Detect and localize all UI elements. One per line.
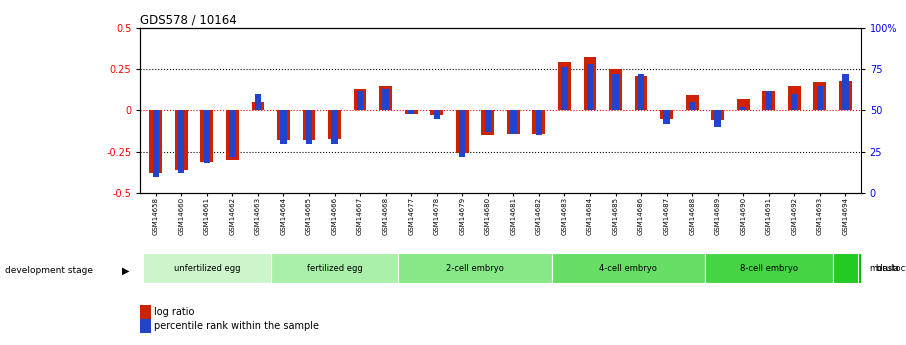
Bar [271, 254, 399, 283]
Bar [382, 89, 389, 110]
Bar [711, 110, 724, 120]
Text: percentile rank within the sample: percentile rank within the sample [154, 321, 319, 331]
Bar [766, 90, 772, 110]
Bar [814, 82, 826, 110]
Bar [638, 74, 644, 110]
Bar [839, 81, 852, 110]
Bar [149, 110, 162, 173]
Bar [204, 110, 210, 164]
Bar [686, 96, 699, 110]
Bar [507, 110, 520, 134]
Bar [558, 62, 571, 110]
Bar [229, 110, 236, 157]
Bar [430, 110, 443, 115]
Bar [405, 110, 418, 114]
Text: ▶: ▶ [122, 266, 130, 276]
Text: GDS578 / 10164: GDS578 / 10164 [140, 13, 237, 27]
Text: 2-cell embryo: 2-cell embryo [446, 264, 504, 273]
Bar [612, 74, 619, 110]
Bar [459, 110, 466, 157]
Bar [252, 102, 265, 110]
Bar [399, 254, 552, 283]
Bar [858, 254, 906, 283]
Text: 4-cell embryo: 4-cell embryo [600, 264, 657, 273]
Bar [737, 99, 749, 110]
Bar [255, 94, 261, 110]
Bar [762, 90, 776, 110]
Bar [740, 107, 747, 110]
Bar [226, 110, 239, 160]
Text: blastocyst: blastocyst [875, 264, 906, 273]
Bar [561, 67, 568, 110]
Bar [583, 57, 596, 110]
Text: 8-cell embryo: 8-cell embryo [740, 264, 798, 273]
Bar [408, 110, 414, 114]
Bar [535, 110, 542, 135]
Bar [609, 69, 622, 110]
Bar [705, 254, 833, 283]
Bar [143, 254, 271, 283]
Bar [357, 90, 363, 110]
Bar [481, 110, 494, 135]
Text: log ratio: log ratio [154, 307, 195, 317]
Bar [552, 254, 705, 283]
Bar [587, 64, 593, 110]
Bar [178, 110, 185, 173]
Text: morula: morula [869, 264, 899, 273]
Bar [816, 86, 823, 110]
Bar [306, 110, 313, 144]
Text: fertilized egg: fertilized egg [306, 264, 362, 273]
Bar [510, 110, 516, 134]
Bar [833, 254, 906, 283]
Bar [635, 76, 648, 110]
Bar [660, 110, 673, 119]
Bar [175, 110, 188, 170]
Bar [456, 110, 468, 154]
Bar [303, 110, 315, 140]
Bar [152, 110, 159, 177]
Bar [663, 110, 670, 124]
Bar [689, 102, 695, 110]
Bar [277, 110, 290, 140]
Bar [533, 110, 545, 134]
Text: unfertilized egg: unfertilized egg [174, 264, 240, 273]
Bar [353, 89, 366, 110]
Bar [200, 110, 213, 162]
Bar [280, 110, 286, 144]
Bar [843, 74, 849, 110]
Bar [380, 86, 392, 110]
Bar [328, 110, 341, 139]
Bar [485, 110, 491, 132]
Bar [715, 110, 721, 127]
Bar [791, 94, 797, 110]
Bar [332, 110, 338, 144]
Text: development stage: development stage [5, 266, 92, 275]
Bar [433, 110, 440, 119]
Bar [788, 86, 801, 110]
